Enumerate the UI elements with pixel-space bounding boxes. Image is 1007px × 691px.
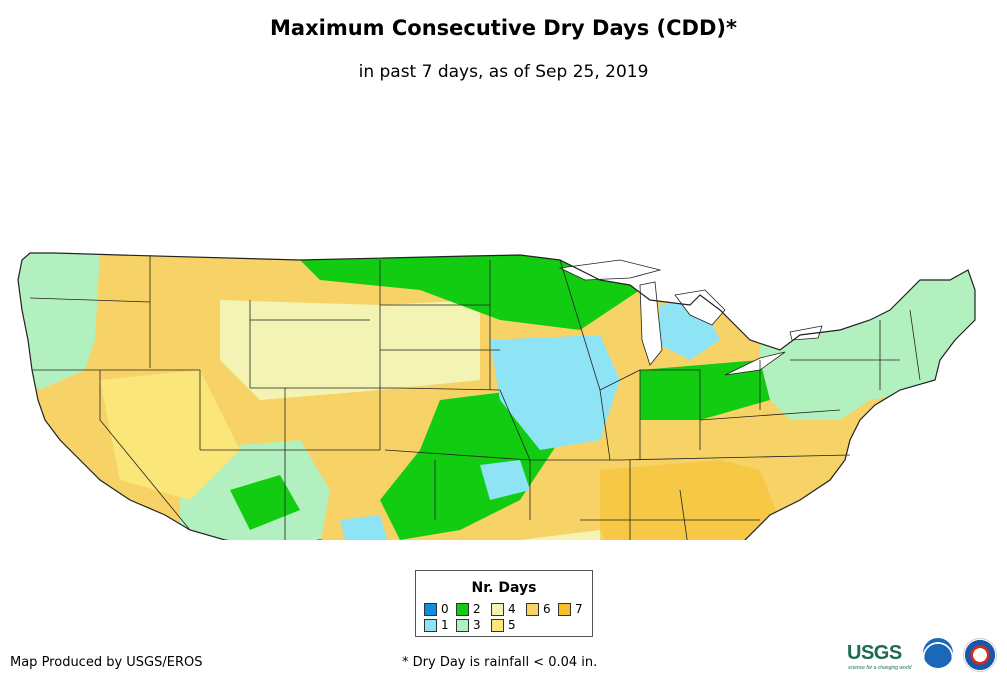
legend-swatch	[526, 603, 539, 616]
cdd-7-southeast	[600, 460, 780, 540]
cdd-2-ohio-valley	[640, 360, 770, 420]
us-cdd-map	[17, 252, 976, 540]
cdd-5-great-basin	[100, 370, 240, 500]
legend-label: 2	[473, 602, 481, 616]
legend-label: 5	[508, 618, 516, 632]
credit-text: Map Produced by USGS/EROS	[10, 655, 203, 670]
cdd-1-corn-belt	[490, 335, 620, 450]
legend-swatch	[456, 619, 469, 632]
state-borders	[29, 255, 921, 540]
legend-label: 6	[543, 602, 551, 616]
map-title: Maximum Consecutive Dry Days (CDD)*	[270, 16, 737, 40]
legend: Nr. Days 0 1 2 3 4 5 6 7	[415, 570, 593, 637]
legend-label: 3	[473, 618, 481, 632]
cdd-3-pacific-nw	[20, 253, 100, 390]
us-outline	[17, 252, 976, 540]
cdd-1-west-texas	[340, 515, 390, 540]
legend-swatch	[424, 619, 437, 632]
agency-logos: USGS science for a changing world	[837, 636, 1007, 676]
great-lakes	[558, 259, 823, 376]
legend-swatch	[456, 603, 469, 616]
cdd-2-southern-plains	[380, 390, 560, 540]
legend-swatch	[491, 619, 504, 632]
legend-swatch	[491, 603, 504, 616]
cdd-4-plains	[220, 300, 480, 400]
legend-label: 1	[441, 618, 449, 632]
footnote-text: * Dry Day is rainfall < 0.04 in.	[402, 655, 598, 670]
legend-label: 4	[508, 602, 516, 616]
cdd-2-arizona	[230, 475, 300, 530]
cdd-1-oklahoma	[480, 460, 530, 500]
map-subtitle: in past 7 days, as of Sep 25, 2019	[358, 62, 649, 82]
map-fill-layer	[18, 253, 975, 540]
usgs-tagline: science for a changing world	[848, 665, 912, 671]
usgs-logo: USGS	[847, 642, 902, 664]
noaa-logo-icon	[923, 638, 953, 668]
legend-swatch	[424, 603, 437, 616]
legend-label: 7	[575, 602, 583, 616]
nws-logo-icon	[963, 638, 997, 672]
legend-swatch	[558, 603, 571, 616]
legend-label: 0	[441, 602, 449, 616]
cdd-2-northern-border	[290, 253, 640, 330]
legend-title: Nr. Days	[471, 580, 537, 596]
